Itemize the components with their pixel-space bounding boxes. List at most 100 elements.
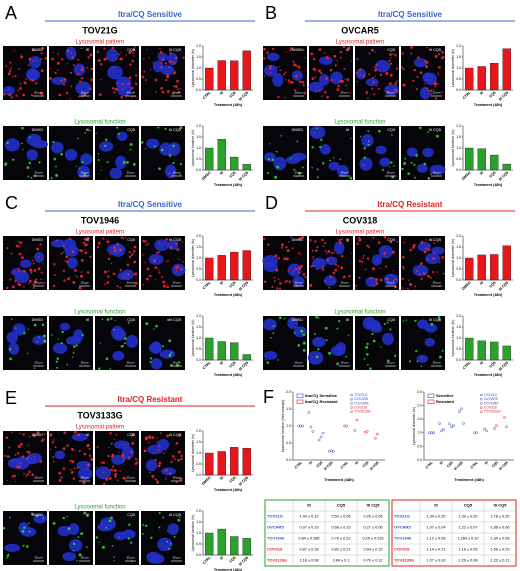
- lysosome-dot: [141, 254, 144, 256]
- scale-label: 20 µm: [295, 91, 303, 95]
- image-label: DMSO: [32, 513, 43, 517]
- lysosome-dot: [315, 355, 319, 359]
- lysosome-dot: [101, 318, 104, 321]
- table-cell: 0.79 ± 0.22: [332, 537, 351, 541]
- lysosome-dot: [425, 60, 429, 64]
- lysosome-dot: [53, 439, 55, 441]
- y-tick-label: 2.5: [417, 390, 422, 394]
- lysosome-dot: [119, 248, 123, 252]
- nucleus: [263, 261, 278, 273]
- nucleus: [19, 259, 32, 268]
- lysosome-dot: [130, 254, 133, 257]
- lysosome-dot: [324, 242, 327, 245]
- image-label: DMSO: [292, 128, 303, 132]
- lysosome-dot: [49, 67, 51, 70]
- lysosome-dot: [304, 56, 306, 59]
- lysosome-dot: [439, 355, 442, 359]
- lysosome-dot: [34, 455, 36, 458]
- lysosome-dot: [372, 81, 375, 84]
- nucleus: [374, 60, 391, 73]
- lysosome-dot: [100, 169, 103, 171]
- series-legend: COV318: [354, 405, 367, 409]
- lysosome-dot: [80, 249, 84, 253]
- lysosome-dot: [120, 51, 122, 53]
- y-tick-label: 0.5: [456, 347, 461, 351]
- table-cell: 0.25 ± 0.015: [362, 537, 383, 541]
- lysosome-dot: [13, 459, 16, 461]
- series-legend-marker: [480, 402, 483, 405]
- lysosome-dot: [82, 477, 85, 479]
- lysosome-dot: [107, 257, 111, 261]
- nucleus: [320, 144, 331, 155]
- bar: [205, 67, 214, 91]
- lysosome-dot: [326, 56, 330, 60]
- lysosome-dot: [415, 88, 418, 91]
- lysosome-dot: [63, 431, 67, 435]
- y-tick-label: 0.5: [196, 462, 201, 466]
- lysosome-dot: [72, 356, 74, 358]
- bar: [217, 528, 226, 556]
- lysosome-dot: [373, 284, 375, 287]
- lysosome-dot: [120, 345, 123, 348]
- x-tick-label: CTRL: [462, 90, 472, 100]
- lysosome-dot: [297, 251, 300, 254]
- lysosome-dot: [134, 74, 138, 77]
- lysosome-dot: [409, 284, 412, 286]
- lysosome-dot: [154, 78, 158, 82]
- nucleus: [54, 450, 66, 460]
- lysosome-dot: [304, 276, 307, 279]
- lysosome-dot: [337, 84, 340, 88]
- scale-label: 20 µm: [173, 476, 181, 480]
- table-row-name: TOV3133G: [267, 558, 287, 563]
- nucleus: [73, 63, 86, 76]
- lysosome-dot: [18, 267, 20, 269]
- x-tick-label: Itl CQ5: [498, 91, 509, 102]
- nucleus: [167, 523, 179, 536]
- lysosome-dot: [168, 354, 172, 357]
- lysosome-dot: [321, 238, 324, 242]
- lysosome-dot: [156, 437, 158, 439]
- lysosome-dot: [284, 96, 287, 99]
- lysosome-dot: [297, 271, 300, 274]
- scale-label: 20 µm: [341, 171, 349, 175]
- lysosome-dot: [70, 85, 73, 88]
- y-tick-label: 2.0: [286, 390, 291, 394]
- lysosome-dot: [312, 255, 314, 258]
- lysosome-dot: [27, 64, 30, 67]
- x-tick-label: CQ5: [229, 476, 237, 484]
- lysosome-dot: [437, 53, 440, 56]
- lysosome-dot: [402, 320, 405, 322]
- lysosome-dot: [27, 451, 31, 454]
- lysosome-dot: [23, 332, 26, 335]
- lysosome-dot: [415, 154, 418, 157]
- bar: [502, 245, 511, 281]
- lysosome-dot: [7, 72, 11, 76]
- group-legend-swatch: [427, 399, 435, 404]
- lysosome-dot: [87, 56, 90, 59]
- lysosome-dot: [78, 449, 81, 453]
- lysosome-dot: [271, 286, 274, 289]
- group-header: Itra/CQ Sensitive: [118, 10, 183, 19]
- lysosome-dot: [51, 57, 54, 61]
- lysosome-dot: [314, 240, 317, 243]
- lysosome-dot: [53, 460, 55, 463]
- table-cell: 1.269 ± 0.10: [457, 537, 478, 541]
- image-label: Itl: [86, 238, 89, 242]
- lysosome-dot: [119, 286, 122, 289]
- lysosome-dot: [20, 442, 23, 446]
- lysosome-dot: [52, 140, 55, 143]
- lysosome-dot: [80, 258, 84, 262]
- lysosome-dot: [172, 161, 175, 165]
- y-tick-label: 0.5: [196, 77, 201, 81]
- group-legend: Sensitive: [436, 393, 454, 398]
- lysosome-dot: [394, 53, 397, 57]
- nucleus: [157, 537, 173, 552]
- lysosome-dot: [297, 344, 301, 347]
- lysosome-dot: [8, 446, 11, 449]
- lysosome-dot: [74, 268, 77, 272]
- lysosome-dot: [176, 79, 179, 83]
- lysosome-dot: [290, 236, 293, 238]
- row-label: Lysosomal function: [74, 505, 125, 511]
- lysosome-dot: [367, 130, 370, 133]
- lysosome-dot: [272, 332, 275, 335]
